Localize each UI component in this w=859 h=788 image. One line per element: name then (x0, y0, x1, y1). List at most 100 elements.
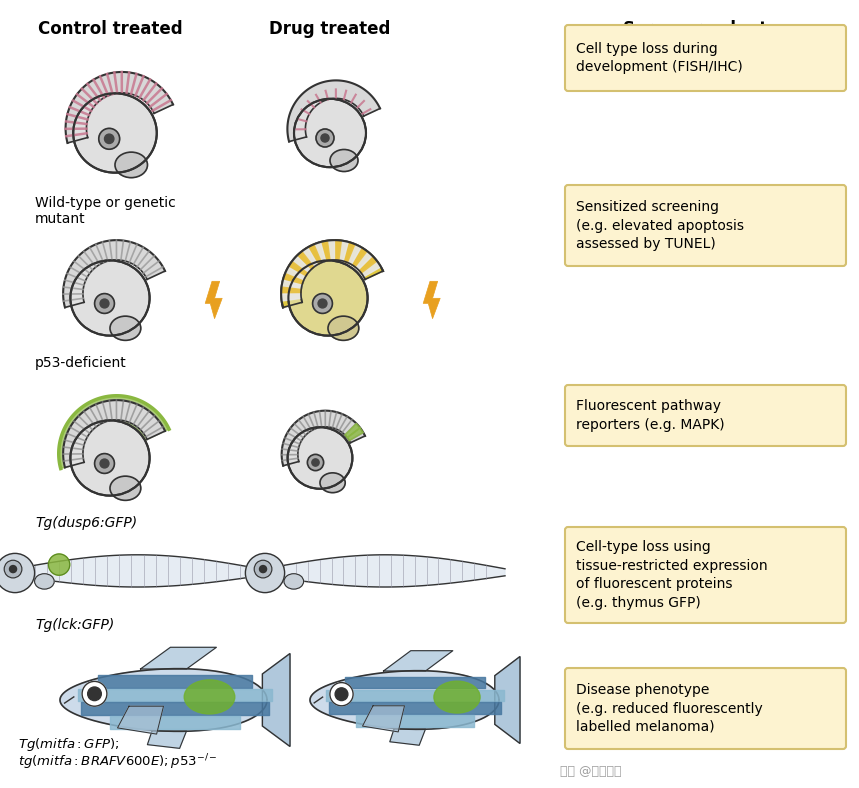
Ellipse shape (294, 98, 366, 167)
Ellipse shape (70, 260, 149, 336)
Circle shape (316, 129, 334, 147)
Polygon shape (347, 244, 362, 265)
Circle shape (88, 687, 101, 701)
Circle shape (100, 459, 109, 468)
Text: Sensitized screening
(e.g. elevated apoptosis
assessed by TUNEL): Sensitized screening (e.g. elevated apop… (576, 200, 744, 251)
Polygon shape (302, 247, 318, 267)
Polygon shape (282, 411, 365, 466)
Circle shape (99, 128, 119, 149)
Polygon shape (339, 240, 348, 261)
Ellipse shape (289, 260, 368, 336)
Ellipse shape (288, 427, 352, 489)
Polygon shape (292, 256, 311, 273)
Polygon shape (327, 240, 334, 260)
Circle shape (308, 455, 324, 470)
Polygon shape (64, 240, 165, 307)
Ellipse shape (115, 152, 148, 177)
Ellipse shape (184, 680, 235, 714)
Polygon shape (351, 247, 367, 267)
Circle shape (318, 299, 327, 308)
Circle shape (312, 459, 320, 466)
Ellipse shape (434, 681, 480, 713)
Polygon shape (65, 72, 173, 143)
Polygon shape (281, 294, 302, 301)
Polygon shape (288, 80, 380, 142)
Polygon shape (495, 656, 520, 744)
Circle shape (4, 560, 21, 578)
Polygon shape (355, 251, 372, 269)
Polygon shape (344, 242, 355, 262)
Circle shape (335, 688, 348, 701)
Ellipse shape (328, 316, 359, 340)
Polygon shape (281, 240, 383, 307)
Polygon shape (58, 396, 169, 469)
Polygon shape (308, 244, 321, 265)
Polygon shape (296, 251, 314, 270)
Circle shape (105, 134, 114, 143)
Ellipse shape (34, 574, 54, 589)
Polygon shape (288, 262, 308, 277)
Text: Control treated: Control treated (38, 20, 182, 38)
Text: Cell-type loss using
tissue-restricted expression
of fluorescent proteins
(e.g. : Cell-type loss using tissue-restricted e… (576, 541, 768, 610)
Ellipse shape (70, 420, 149, 496)
Ellipse shape (330, 150, 358, 172)
Circle shape (48, 554, 70, 575)
Circle shape (313, 294, 332, 314)
Polygon shape (118, 706, 163, 734)
Polygon shape (283, 273, 303, 285)
FancyBboxPatch shape (565, 527, 846, 623)
Polygon shape (310, 671, 499, 730)
Text: Tg(dusp6:GFP): Tg(dusp6:GFP) (35, 516, 137, 530)
Polygon shape (358, 256, 377, 273)
Polygon shape (347, 428, 363, 440)
Circle shape (0, 553, 34, 593)
Polygon shape (60, 669, 267, 731)
Polygon shape (314, 242, 326, 262)
Circle shape (254, 560, 271, 578)
Ellipse shape (110, 316, 141, 340)
Circle shape (259, 566, 266, 573)
Circle shape (82, 682, 107, 706)
Text: Disease phenotype
(e.g. reduced fluorescently
labelled melanoma): Disease phenotype (e.g. reduced fluoresc… (576, 683, 763, 734)
Polygon shape (362, 706, 405, 732)
Polygon shape (262, 653, 290, 746)
Ellipse shape (320, 473, 345, 492)
Polygon shape (141, 647, 216, 669)
Polygon shape (334, 240, 341, 260)
Text: Tg(lck:GFP): Tg(lck:GFP) (35, 618, 114, 632)
Text: Cell type loss during
development (FISH/IHC): Cell type loss during development (FISH/… (576, 42, 743, 74)
FancyBboxPatch shape (565, 25, 846, 91)
Polygon shape (362, 261, 381, 277)
Text: 知乎 @小药说药: 知乎 @小药说药 (560, 765, 622, 778)
Text: Drug treated: Drug treated (270, 20, 391, 38)
Polygon shape (423, 281, 440, 318)
Text: $\mathit{tg(mitfa:BRAFV600E); p53^{-/-}}$: $\mathit{tg(mitfa:BRAFV600E); p53^{-/-}}… (18, 752, 217, 771)
Text: $\mathit{Tg(mitfa:GFP);}$: $\mathit{Tg(mitfa:GFP);}$ (18, 736, 119, 753)
Polygon shape (390, 729, 425, 745)
Polygon shape (282, 281, 302, 289)
Polygon shape (281, 287, 302, 294)
Polygon shape (15, 555, 260, 587)
Circle shape (94, 454, 114, 474)
Circle shape (100, 299, 109, 308)
Circle shape (321, 134, 329, 142)
Text: p53-deficient: p53-deficient (35, 356, 127, 370)
Ellipse shape (73, 93, 156, 173)
Polygon shape (64, 400, 165, 467)
Text: Screen readout: Screen readout (623, 20, 767, 38)
Circle shape (94, 294, 114, 314)
Polygon shape (285, 267, 305, 281)
FancyBboxPatch shape (565, 668, 846, 749)
Polygon shape (383, 651, 453, 671)
Polygon shape (205, 281, 222, 318)
Text: Wild-type or genetic
mutant: Wild-type or genetic mutant (35, 196, 176, 226)
Polygon shape (265, 555, 505, 587)
Circle shape (246, 553, 284, 593)
FancyBboxPatch shape (565, 185, 846, 266)
Polygon shape (148, 731, 186, 749)
Ellipse shape (284, 574, 303, 589)
Circle shape (330, 682, 353, 706)
Polygon shape (320, 240, 330, 261)
Text: Fluorescent pathway
reporters (e.g. MAPK): Fluorescent pathway reporters (e.g. MAPK… (576, 400, 725, 432)
Circle shape (9, 566, 16, 573)
